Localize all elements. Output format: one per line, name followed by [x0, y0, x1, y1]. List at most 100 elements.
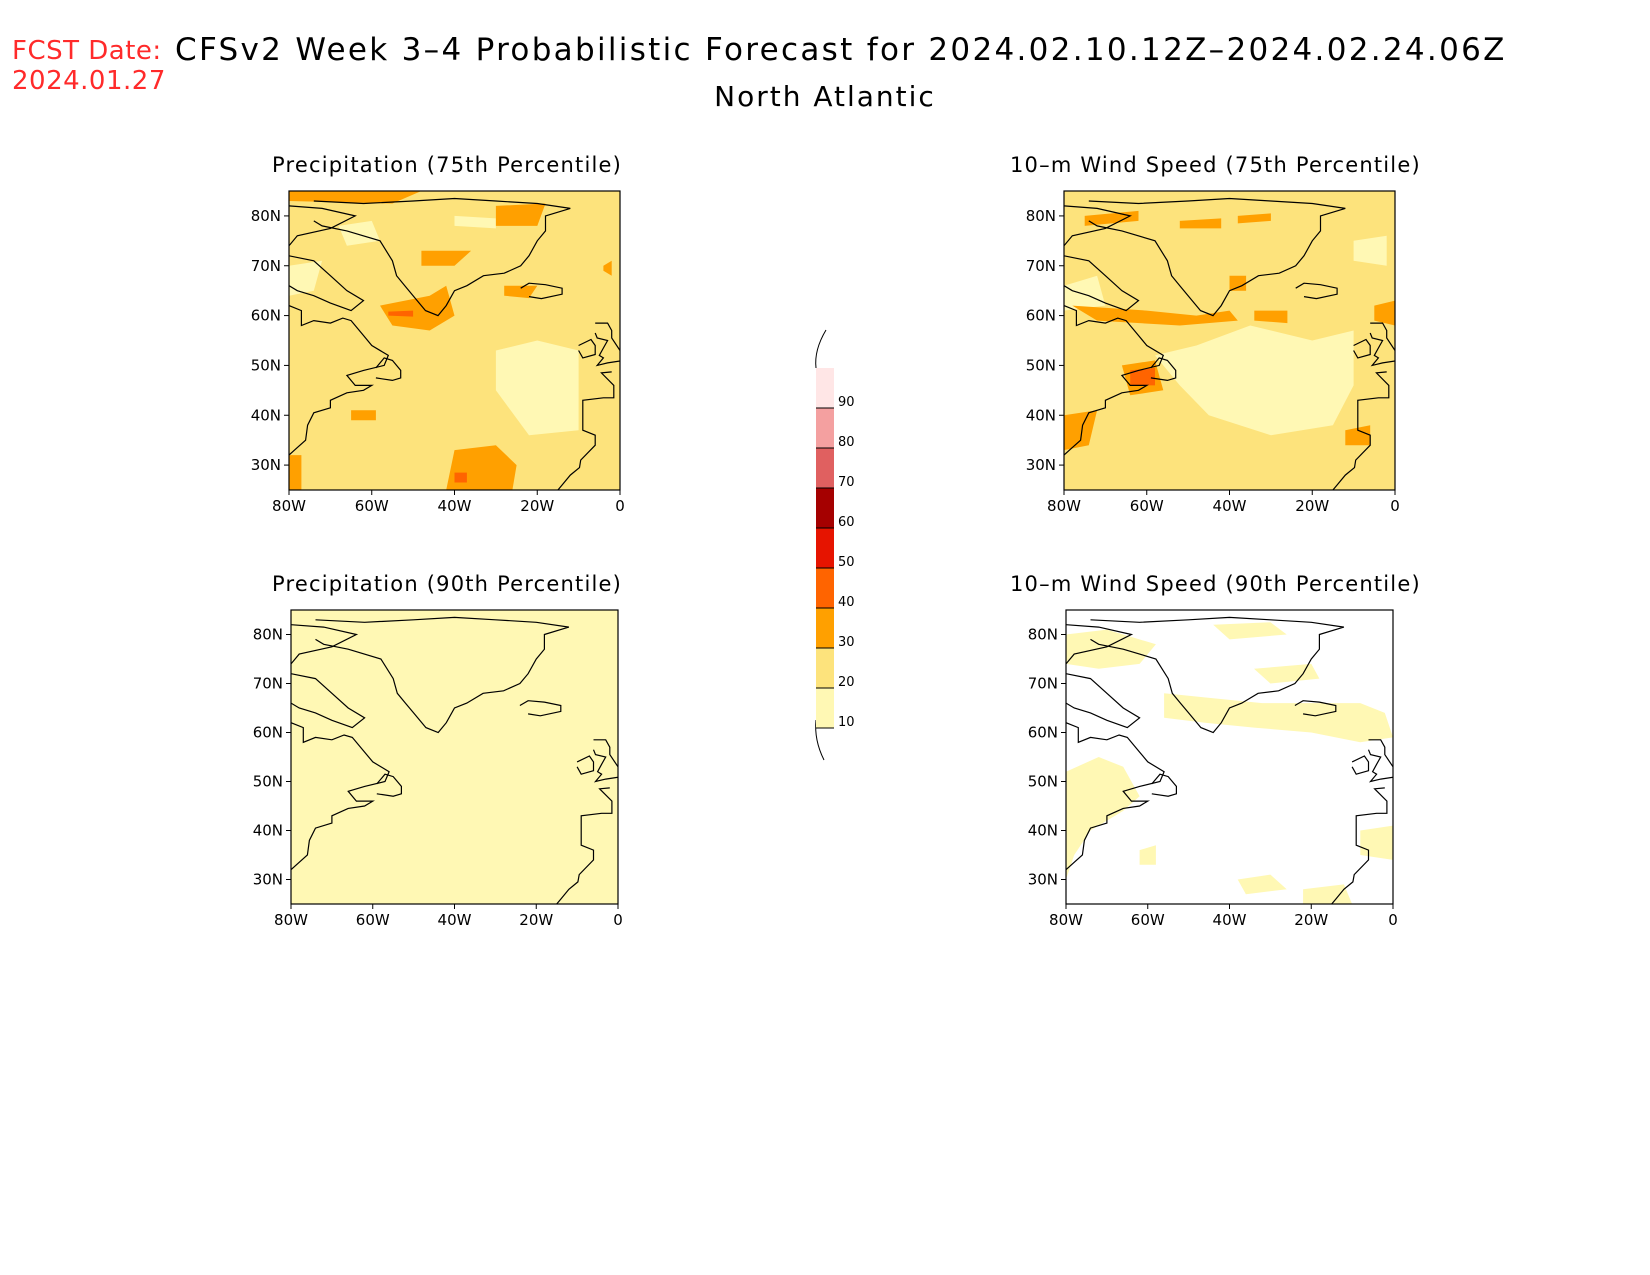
panel-title-wind90: 10–m Wind Speed (90th Percentile) [1010, 572, 1421, 596]
lat-tick-label: 80N [251, 207, 281, 225]
contour-region [1345, 425, 1371, 446]
contour-region [454, 472, 467, 483]
colorbar-swatch [816, 408, 834, 448]
coastline [1367, 739, 1393, 783]
colorbar-swatch [816, 448, 834, 488]
contour-region [289, 191, 422, 204]
lon-tick-label: 80W [1047, 497, 1081, 515]
colorbar-swatch [816, 488, 834, 528]
lat-tick-label: 80N [1028, 626, 1058, 644]
coastline [1332, 371, 1390, 490]
lon-tick-label: 40W [1213, 911, 1247, 929]
coastline [592, 739, 618, 783]
colorbar-bottom-cap [815, 719, 825, 761]
contour-region [380, 285, 455, 331]
colorbar-top-cap [815, 329, 827, 369]
map-panel-wind75: 80N 70N 60N 50N 40N 30N 80W 60W 40W 20W 0 [1026, 190, 1400, 515]
colorbar: 10 20 30 40 50 60 70 80 90 [815, 329, 855, 761]
contour-region [1254, 310, 1288, 324]
lat-tick-label: 40N [253, 822, 283, 840]
coastline [1064, 305, 1165, 456]
lat-tick-label: 70N [1028, 675, 1058, 693]
lon-tick-label: 80W [1049, 911, 1083, 929]
field-base [289, 191, 620, 490]
panel-title-wind75: 10–m Wind Speed (75th Percentile) [1010, 153, 1421, 177]
contour-region [421, 250, 472, 266]
lon-tick-label: 0 [1390, 497, 1400, 515]
contour-region [1213, 622, 1287, 640]
lon-tick-label: 40W [1213, 497, 1247, 515]
contour-region [1229, 275, 1247, 291]
coastline [1064, 205, 1132, 247]
contour-region [1139, 845, 1156, 865]
contour-region [504, 285, 538, 299]
contour-region [1064, 410, 1098, 451]
lon-tick-label: 80W [274, 911, 308, 929]
fcst-date-label: FCST Date: [12, 36, 162, 66]
lat-tick-label: 40N [251, 406, 281, 424]
coastline [1295, 282, 1338, 300]
contour-region [1066, 629, 1156, 669]
map-field-precip90 [291, 610, 618, 904]
coastline [1331, 787, 1388, 904]
coastline [375, 357, 402, 382]
lon-tick-label: 0 [613, 911, 623, 929]
coastline [519, 700, 562, 717]
coastline [1066, 722, 1165, 871]
coastline [1088, 197, 1346, 317]
map-title: CFSv2 Week 3–4 Probabilistic Forecast fo… [175, 32, 1507, 68]
lat-tick-label: 30N [1028, 871, 1058, 889]
lon-tick-label: 60W [355, 497, 389, 515]
fcst-date-block: FCST Date: 2024.01.27 [12, 36, 166, 96]
lon-tick-label: 60W [1131, 911, 1165, 929]
contour-region [1064, 275, 1106, 311]
contour-region [289, 455, 302, 490]
coastline [313, 197, 571, 317]
lat-tick-label: 50N [253, 773, 283, 791]
lat-tick-label: 30N [251, 456, 281, 474]
lat-tick-label: 40N [1028, 822, 1058, 840]
colorbar-label: 70 [838, 475, 855, 490]
colorbar-swatch [816, 648, 834, 688]
coastline [291, 673, 366, 729]
coastline [1353, 338, 1371, 359]
colorbar-label: 40 [838, 595, 855, 610]
lat-tick-label: 30N [253, 871, 283, 889]
lat-tick-label: 30N [1026, 456, 1056, 474]
contour-region [495, 624, 569, 674]
colorbar-label: 20 [838, 675, 855, 690]
map-field-precip75 [289, 191, 620, 490]
contour-region [1303, 884, 1353, 904]
contour-region [1130, 367, 1155, 386]
lat-tick-label: 70N [253, 675, 283, 693]
coastline [1351, 755, 1370, 775]
coastline [576, 755, 595, 775]
coastline [1150, 357, 1177, 382]
coastline [1294, 700, 1337, 717]
contour-region [291, 845, 357, 904]
coastline [1151, 773, 1178, 797]
contour-region [291, 610, 439, 831]
map-panel-precip90: 80N 70N 60N 50N 40N 30N 80W 60W 40W 20W 0 [253, 609, 623, 929]
contour-region [351, 410, 376, 421]
contour-region [1353, 235, 1387, 266]
panel-title-precip90: Precipitation (90th Percentile) [272, 572, 623, 596]
contour-region [1374, 300, 1395, 326]
contour-region [1237, 874, 1287, 895]
lon-tick-label: 80W [272, 497, 306, 515]
lon-tick-label: 0 [615, 497, 625, 515]
colorbar-label: 80 [838, 435, 855, 450]
contour-region [421, 632, 447, 659]
lon-tick-label: 40W [438, 911, 472, 929]
coastline [291, 624, 359, 665]
contour-region [603, 260, 612, 276]
contour-region [364, 703, 529, 904]
lat-tick-label: 60N [1026, 307, 1056, 325]
panel-title-precip75: Precipitation (75th Percentile) [272, 153, 623, 177]
contour-region [1072, 305, 1238, 326]
coastline [1066, 673, 1141, 729]
colorbar-swatch [816, 528, 834, 568]
coastline [556, 787, 613, 904]
colorbar-swatch [816, 368, 834, 408]
lon-tick-label: 20W [520, 497, 554, 515]
